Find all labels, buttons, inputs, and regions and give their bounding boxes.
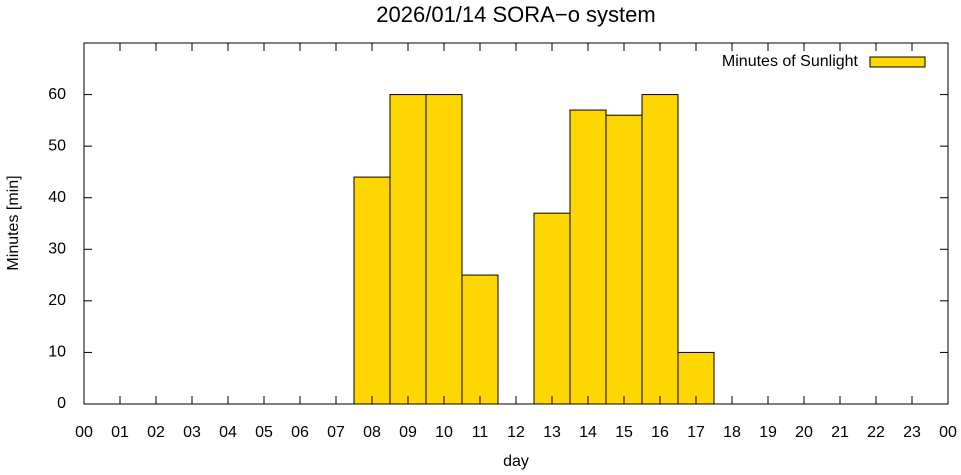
x-tick-label: 12 [507,424,525,441]
bar [425,94,463,405]
bar [461,274,499,405]
plot-border [83,42,949,405]
legend-label: Minutes of Sunlight [722,53,859,70]
x-tick-label: 19 [759,424,777,441]
x-tick-label: 11 [472,424,489,441]
legend-swatch [869,56,926,68]
x-tick-label: 18 [723,424,741,441]
y-axis-label: Minutes [min] [5,175,22,270]
x-tick-label: 05 [255,424,273,441]
bar [353,176,391,405]
x-tick-label: 00 [75,424,93,441]
y-tick-label: 40 [48,189,66,206]
bar [605,114,643,405]
x-tick-label: 00 [939,424,957,441]
x-tick-label: 14 [579,424,597,441]
x-tick-label: 08 [363,424,381,441]
x-tick-label: 01 [111,424,129,441]
y-tick-label: 0 [57,395,66,412]
bar [641,94,679,405]
bar [533,212,571,405]
y-tick-label: 60 [48,86,66,103]
x-tick-label: 03 [183,424,201,441]
x-tick-label: 23 [903,424,921,441]
x-tick-label: 15 [615,424,633,441]
x-tick-label: 10 [435,424,453,441]
y-tick-label: 30 [48,241,66,258]
y-tick-label: 10 [48,344,66,361]
x-tick-label: 16 [651,424,669,441]
x-tick-label: 21 [831,424,849,441]
y-tick-label: 20 [48,292,66,309]
x-tick-label: 17 [687,424,705,441]
x-tick-label: 06 [291,424,309,441]
x-tick-label: 04 [219,424,237,441]
x-tick-label: 09 [399,424,417,441]
x-tick-label: 02 [147,424,165,441]
x-tick-label: 20 [795,424,813,441]
x-axis-label: day [503,453,529,470]
y-tick-label: 50 [48,137,66,154]
chart-title: 2026/01/14 SORA−o system [376,2,655,27]
x-tick-label: 13 [543,424,561,441]
bar [677,351,715,405]
bar [389,94,427,405]
x-tick-label: 22 [867,424,885,441]
x-tick-label: 07 [327,424,345,441]
bar [569,109,607,405]
